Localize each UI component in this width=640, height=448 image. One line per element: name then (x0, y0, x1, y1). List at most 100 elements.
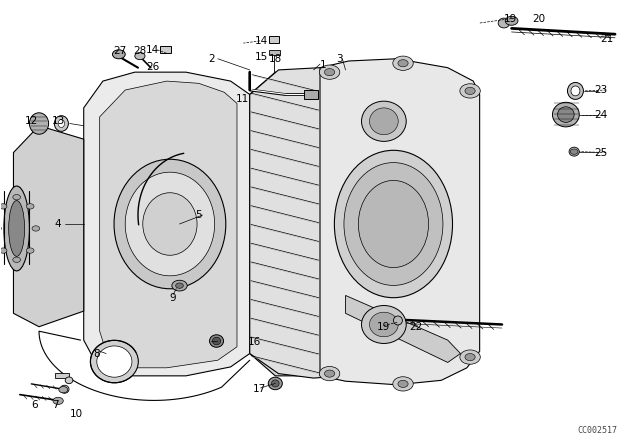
Polygon shape (346, 296, 461, 362)
Circle shape (26, 204, 34, 209)
Ellipse shape (212, 337, 221, 345)
Ellipse shape (90, 340, 138, 383)
Text: 11: 11 (236, 94, 249, 104)
Ellipse shape (60, 385, 69, 393)
Ellipse shape (569, 147, 579, 156)
Text: 18: 18 (269, 54, 282, 64)
Ellipse shape (125, 172, 214, 276)
Ellipse shape (29, 113, 49, 134)
Polygon shape (320, 59, 479, 385)
Ellipse shape (54, 116, 68, 131)
Text: 15: 15 (254, 52, 268, 61)
Ellipse shape (369, 108, 398, 135)
Ellipse shape (143, 193, 197, 255)
Ellipse shape (97, 346, 132, 377)
Circle shape (319, 65, 340, 79)
Text: 22: 22 (409, 322, 422, 332)
Ellipse shape (358, 181, 429, 267)
Ellipse shape (4, 186, 29, 271)
Text: 17: 17 (252, 384, 266, 394)
Text: 28: 28 (133, 46, 147, 56)
Bar (269, 50, 280, 55)
Ellipse shape (369, 312, 398, 337)
Text: 25: 25 (594, 147, 607, 158)
Text: 23: 23 (594, 85, 607, 95)
Ellipse shape (114, 159, 226, 289)
Polygon shape (250, 72, 320, 376)
Circle shape (570, 149, 578, 154)
Polygon shape (250, 68, 342, 378)
Circle shape (398, 380, 408, 388)
Circle shape (324, 69, 335, 76)
Circle shape (32, 226, 40, 231)
Circle shape (0, 226, 1, 231)
Ellipse shape (498, 18, 509, 28)
Circle shape (172, 280, 187, 291)
Circle shape (135, 52, 145, 60)
Circle shape (324, 370, 335, 377)
Text: 24: 24 (594, 110, 607, 120)
Text: 14: 14 (254, 36, 268, 46)
Circle shape (460, 84, 480, 98)
Ellipse shape (552, 102, 579, 127)
Circle shape (175, 283, 183, 289)
Text: 1: 1 (320, 60, 326, 70)
Polygon shape (84, 72, 250, 376)
Text: 6: 6 (31, 400, 38, 410)
Ellipse shape (344, 163, 443, 285)
Circle shape (393, 377, 413, 391)
Ellipse shape (557, 107, 574, 122)
Text: 5: 5 (195, 210, 202, 220)
Bar (55, 373, 69, 378)
Circle shape (0, 204, 7, 209)
Ellipse shape (9, 201, 25, 256)
Circle shape (0, 248, 7, 253)
Text: 19: 19 (377, 322, 390, 332)
Circle shape (319, 366, 340, 381)
Circle shape (13, 257, 20, 263)
Text: CC002517: CC002517 (577, 426, 617, 435)
Ellipse shape (58, 120, 65, 128)
Text: 9: 9 (170, 293, 177, 303)
Text: 12: 12 (25, 116, 38, 126)
Ellipse shape (271, 380, 279, 387)
Text: 7: 7 (52, 400, 58, 410)
Text: 27: 27 (113, 46, 126, 56)
Text: 3: 3 (336, 54, 342, 64)
Text: 14: 14 (146, 45, 159, 55)
Circle shape (398, 60, 408, 67)
Circle shape (393, 56, 413, 70)
Ellipse shape (65, 377, 73, 383)
Ellipse shape (362, 101, 406, 142)
Text: 19: 19 (504, 13, 517, 24)
Polygon shape (13, 126, 84, 327)
Text: 4: 4 (55, 219, 61, 229)
Circle shape (505, 16, 518, 25)
Ellipse shape (209, 335, 223, 347)
Ellipse shape (334, 151, 452, 297)
Ellipse shape (268, 377, 282, 390)
Polygon shape (100, 81, 237, 368)
Ellipse shape (568, 82, 584, 99)
Text: 16: 16 (248, 337, 261, 347)
Text: 13: 13 (52, 116, 65, 126)
Ellipse shape (362, 306, 406, 344)
Circle shape (53, 397, 63, 405)
Circle shape (460, 350, 480, 364)
Bar (304, 90, 318, 99)
Text: 8: 8 (93, 349, 100, 358)
Ellipse shape (62, 387, 67, 392)
Bar (269, 36, 279, 43)
Text: 10: 10 (70, 409, 83, 419)
Text: 26: 26 (146, 62, 159, 72)
Circle shape (13, 194, 20, 200)
Text: 21: 21 (600, 34, 614, 43)
Text: 2: 2 (208, 54, 215, 64)
Circle shape (465, 353, 475, 361)
Ellipse shape (571, 86, 580, 96)
Ellipse shape (394, 316, 403, 325)
Text: 20: 20 (532, 13, 545, 24)
Bar (161, 46, 171, 53)
Circle shape (465, 87, 475, 95)
Circle shape (59, 387, 68, 393)
